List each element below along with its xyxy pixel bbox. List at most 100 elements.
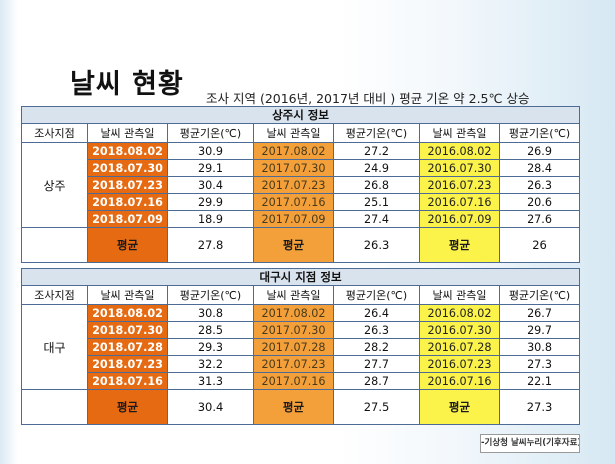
header-date-2017: 날씨 관측일 <box>253 285 334 305</box>
date-2017: 2017.08.02 <box>253 142 334 160</box>
region-cell: 대구 <box>21 304 88 390</box>
slide-subtitle: 조사 지역 (2016년, 2017년 대비 ) 평균 기온 약 2.5℃ 상승 <box>206 91 530 106</box>
date-2017: 2017.07.30 <box>253 321 334 339</box>
temp-2018: 30.8 <box>167 304 254 322</box>
average-blank-cell <box>21 389 88 425</box>
average-label-2016: 평균 <box>419 227 500 263</box>
header-temp-2016: 평균기온(℃) <box>498 285 581 305</box>
temp-2016: 27.6 <box>498 210 581 228</box>
average-label-2016: 평균 <box>419 389 500 425</box>
average-row: 평균 30.4 평균 27.5 평균 27.3 <box>21 389 581 425</box>
temp-2018: 29.1 <box>167 159 254 177</box>
date-2018: 2018.07.23 <box>87 355 168 373</box>
temp-2017: 27.2 <box>333 142 420 160</box>
date-2017: 2017.07.23 <box>253 176 334 194</box>
average-blank-cell <box>21 227 88 263</box>
temp-2017: 26.3 <box>333 321 420 339</box>
temp-2016: 27.3 <box>498 355 581 373</box>
date-2018: 2018.07.16 <box>87 193 168 211</box>
average-temp-2018: 27.8 <box>167 227 254 263</box>
date-2016: 2016.07.30 <box>419 321 500 339</box>
temp-2018: 18.9 <box>167 210 254 228</box>
table-row: 2018.07.28 29.3 2017.07.28 28.2 2016.07.… <box>22 338 581 356</box>
temp-2018: 32.2 <box>167 355 254 373</box>
table-row: 2018.07.16 31.3 2017.07.16 28.7 2016.07.… <box>22 372 581 390</box>
average-temp-2016: 27.3 <box>498 389 581 425</box>
average-temp-2018: 30.4 <box>167 389 254 425</box>
table-row: 2018.07.30 29.1 2017.07.30 24.9 2016.07.… <box>22 159 581 177</box>
date-2016: 2016.07.23 <box>419 176 500 194</box>
header-date-2018: 날씨 관측일 <box>87 123 168 143</box>
temp-2016: 30.8 <box>498 338 581 356</box>
date-2017: 2017.08.02 <box>253 304 334 322</box>
table-row: 2018.07.09 18.9 2017.07.09 27.4 2016.07.… <box>22 210 581 228</box>
table-row: 대구 2018.08.02 30.8 2017.08.02 26.4 2016.… <box>21 304 581 390</box>
date-2018: 2018.07.30 <box>87 159 168 177</box>
date-2016: 2016.07.16 <box>419 193 500 211</box>
date-2018: 2018.08.02 <box>87 142 168 160</box>
temp-2017: 27.4 <box>333 210 420 228</box>
temp-2016: 26.7 <box>498 304 581 322</box>
header-station: 조사지점 <box>21 285 88 305</box>
temp-2017: 26.4 <box>333 304 420 322</box>
table-header-row: 조사지점 날씨 관측일 평균기온(℃) 날씨 관측일 평균기온(℃) 날씨 관측… <box>21 285 581 305</box>
date-2018: 2018.07.28 <box>87 338 168 356</box>
temp-2016: 22.1 <box>498 372 581 390</box>
date-2018: 2018.07.09 <box>87 210 168 228</box>
date-2016: 2016.08.02 <box>419 304 500 322</box>
average-label-2017: 평균 <box>253 227 334 263</box>
date-2016: 2016.07.16 <box>419 372 500 390</box>
header-date-2017: 날씨 관측일 <box>253 123 334 143</box>
temp-2018: 28.5 <box>167 321 254 339</box>
date-2018: 2018.08.02 <box>87 304 168 322</box>
date-2017: 2017.07.09 <box>253 210 334 228</box>
temp-2017: 27.7 <box>333 355 420 373</box>
average-temp-2017: 27.5 <box>333 389 420 425</box>
table-header-row: 조사지점 날씨 관측일 평균기온(℃) 날씨 관측일 평균기온(℃) 날씨 관측… <box>21 123 581 143</box>
temp-2018: 30.9 <box>167 142 254 160</box>
header-date-2016: 날씨 관측일 <box>419 123 500 143</box>
header-date-2016: 날씨 관측일 <box>419 285 500 305</box>
date-2017: 2017.07.16 <box>253 193 334 211</box>
date-2016: 2016.07.23 <box>419 355 500 373</box>
average-label-2017: 평균 <box>253 389 334 425</box>
date-2016: 2016.07.28 <box>419 338 500 356</box>
average-row: 평균 27.8 평균 26.3 평균 26 <box>21 227 581 263</box>
region-cell: 상주 <box>21 142 88 228</box>
temp-2017: 28.2 <box>333 338 420 356</box>
date-2016: 2016.07.09 <box>419 210 500 228</box>
date-2016: 2016.08.02 <box>419 142 500 160</box>
average-temp-2016: 26 <box>498 227 581 263</box>
table-row: 2018.07.16 29.9 2017.07.16 25.1 2016.07.… <box>22 193 581 211</box>
table-row: 2018.07.23 30.4 2017.07.23 26.8 2016.07.… <box>22 176 581 194</box>
temp-2018: 29.3 <box>167 338 254 356</box>
temp-2016: 28.4 <box>498 159 581 177</box>
source-note: -기상청 날씨누리(기후자료)- <box>480 434 580 453</box>
decorative-band <box>0 0 18 464</box>
header-temp-2017: 평균기온(℃) <box>333 123 420 143</box>
temp-2016: 26.3 <box>498 176 581 194</box>
average-temp-2017: 26.3 <box>333 227 420 263</box>
table-caption: 대구시 지점 정보 <box>20 268 581 286</box>
header-temp-2018: 평균기온(℃) <box>167 285 254 305</box>
header-temp-2018: 평균기온(℃) <box>167 123 254 143</box>
slide-title: 날씨 현황 <box>70 69 184 100</box>
average-label-2018: 평균 <box>87 227 168 263</box>
date-2017: 2017.07.28 <box>253 338 334 356</box>
header-temp-2016: 평균기온(℃) <box>498 123 581 143</box>
temp-2016: 26.9 <box>498 142 581 160</box>
date-2017: 2017.07.30 <box>253 159 334 177</box>
temp-2016: 20.6 <box>498 193 581 211</box>
date-2017: 2017.07.23 <box>253 355 334 373</box>
temp-2018: 29.9 <box>167 193 254 211</box>
temp-2017: 25.1 <box>333 193 420 211</box>
temp-2017: 24.9 <box>333 159 420 177</box>
table-row: 상주 2018.08.02 30.9 2017.08.02 27.2 2016.… <box>21 142 581 228</box>
date-2016: 2016.07.30 <box>419 159 500 177</box>
temp-2017: 28.7 <box>333 372 420 390</box>
table-row: 2018.07.30 28.5 2017.07.30 26.3 2016.07.… <box>22 321 581 339</box>
sangju-weather-table: 상주시 정보 조사지점 날씨 관측일 평균기온(℃) 날씨 관측일 평균기온(℃… <box>20 106 581 263</box>
date-2018: 2018.07.30 <box>87 321 168 339</box>
table-caption: 상주시 정보 <box>20 106 581 124</box>
